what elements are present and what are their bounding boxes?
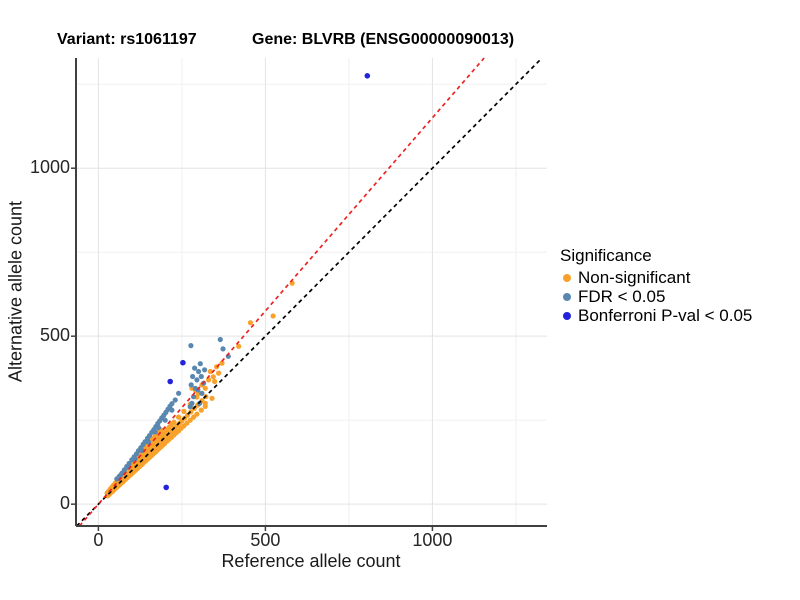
legend-label-non-significant: Non-significant [578, 268, 691, 287]
legend-dot-non-significant [563, 274, 571, 282]
scatter-points-series-1 [114, 336, 231, 482]
x-tick-label: 500 [250, 530, 281, 550]
y-tick-label: 1000 [29, 157, 70, 178]
fit-line [78, 57, 485, 527]
legend-label-fdr: FDR < 0.05 [578, 287, 666, 306]
legend: Significance Non-significant FDR < 0.05 … [560, 246, 798, 325]
scatter-canvas [71, 57, 547, 531]
legend-item-fdr: FDR < 0.05 [560, 287, 798, 306]
y-tick-label: 500 [39, 325, 70, 346]
legend-item-non-significant: Non-significant [560, 268, 798, 287]
legend-label-bonferroni: Bonferroni P-val < 0.05 [578, 306, 753, 325]
legend-dot-bonferroni [563, 312, 571, 320]
plot-title-gene: Gene: BLVRB (ENSG00000090013) [252, 31, 515, 48]
plot-panel [71, 57, 547, 531]
x-axis-title: Reference allele count [221, 551, 401, 571]
x-tick-label: 0 [93, 530, 104, 550]
x-tick-label: 1000 [412, 530, 453, 550]
legend-dot-fdr [563, 293, 571, 301]
plot-title-variant: Variant: rs1061197 [57, 31, 197, 48]
legend-title: Significance [560, 246, 652, 265]
legend-item-bonferroni: Bonferroni P-val < 0.05 [560, 306, 798, 325]
identity-line [76, 57, 543, 527]
y-axis-title: Alternative allele count [5, 200, 26, 383]
y-tick-label: 0 [59, 493, 70, 514]
scatter-points-series-2 [163, 73, 371, 491]
